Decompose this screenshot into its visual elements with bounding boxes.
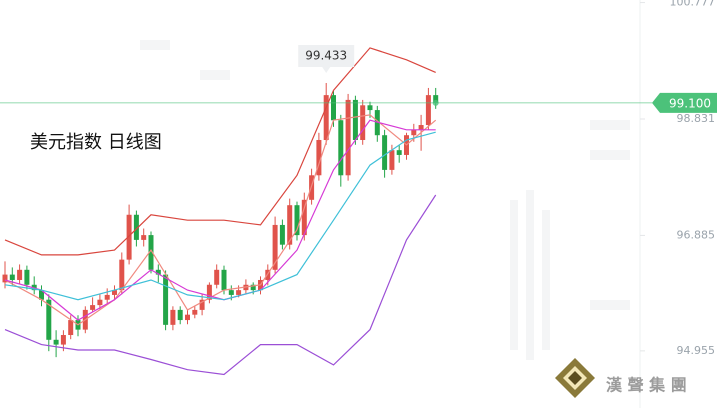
candle-body	[104, 294, 110, 300]
candle-body	[185, 314, 190, 321]
candle-body	[177, 309, 183, 321]
candle-body	[294, 205, 300, 236]
y-tick-label: 96.885	[677, 228, 716, 241]
candle-body	[272, 224, 278, 270]
last-price-label: 99.100	[669, 96, 711, 110]
candle-body	[228, 290, 234, 295]
candle-body	[53, 339, 59, 345]
candle-body	[68, 320, 74, 336]
indicator-line	[4, 47, 436, 256]
candle-body	[425, 95, 431, 126]
candle-body	[155, 269, 161, 275]
candle-body	[39, 290, 44, 300]
candle-body	[389, 150, 395, 170]
candle-body	[279, 224, 285, 245]
candle-body	[214, 269, 220, 285]
candle-body	[221, 269, 227, 291]
candle-body	[133, 214, 139, 240]
candle-body	[199, 299, 205, 310]
candle-body	[163, 274, 169, 325]
candle-body	[24, 269, 30, 285]
candle-body	[323, 95, 329, 140]
y-tick-label: 94.955	[677, 344, 716, 357]
indicator-line	[4, 114, 437, 326]
chart-title: 美元指数 日线图	[30, 132, 162, 153]
y-tick-label: 100.777	[670, 0, 716, 9]
candle-body	[148, 235, 154, 270]
candle-body	[301, 199, 307, 236]
last-price-dot	[432, 99, 439, 106]
y-tick-label: 98.831	[677, 112, 716, 125]
candle-body	[396, 150, 402, 155]
candle-body	[418, 125, 424, 130]
candle-body	[9, 274, 15, 280]
candle-body	[265, 269, 271, 280]
candle-body	[287, 205, 293, 245]
candle-body	[433, 95, 439, 103]
candle-body	[46, 299, 52, 340]
candle-body	[170, 309, 176, 325]
candle-body	[236, 290, 242, 295]
indicator-line	[4, 131, 436, 301]
candle-body	[2, 274, 8, 283]
last-price-tag	[652, 92, 717, 113]
candle-body	[97, 299, 103, 306]
candle-body	[331, 95, 336, 121]
watermark: 漢 聲 集 團	[555, 358, 687, 398]
candle-body	[17, 269, 23, 280]
candle-body	[31, 284, 37, 291]
candle-body	[112, 290, 117, 295]
candle-body	[90, 305, 96, 310]
high-label: 99.433	[305, 48, 347, 62]
candle-body	[60, 335, 66, 345]
candle-body	[250, 284, 256, 291]
candle-body	[141, 235, 147, 240]
candle-body	[206, 284, 212, 300]
candle-body	[338, 120, 344, 176]
watermark-text: 漢 聲 集 團	[606, 376, 687, 395]
candle-body	[367, 105, 373, 111]
candle-body	[360, 105, 366, 140]
candle-body	[352, 99, 358, 140]
indicator-line	[4, 194, 437, 376]
candle-body	[345, 99, 351, 176]
candle-body	[316, 139, 322, 176]
candle-body	[119, 259, 125, 291]
candle-body	[382, 135, 388, 170]
candle-body	[192, 309, 198, 315]
candle-body	[126, 214, 132, 260]
candle-body	[411, 129, 417, 136]
high-callout	[298, 44, 355, 73]
background-pattern	[140, 40, 630, 360]
